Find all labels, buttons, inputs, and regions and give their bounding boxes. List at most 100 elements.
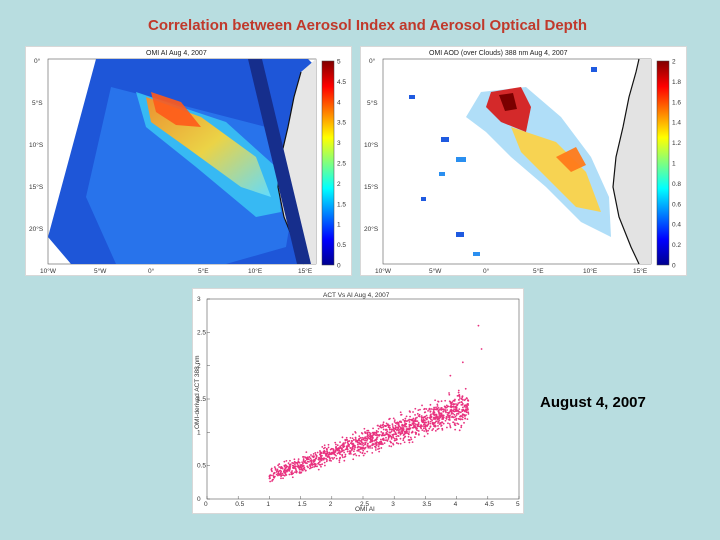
scatter-point — [327, 455, 330, 458]
scatter-point — [274, 469, 277, 471]
scatter-point — [439, 416, 442, 419]
scatter-point — [412, 417, 415, 420]
scatter-point — [358, 454, 361, 457]
scatter-point — [465, 411, 468, 414]
scatter-point — [398, 430, 400, 433]
scatter-point — [466, 403, 469, 406]
scatter-point — [408, 441, 411, 444]
scatter-point — [425, 429, 428, 432]
scatter-point — [362, 444, 365, 447]
scatter-point — [404, 431, 406, 434]
scatter-point — [346, 445, 348, 448]
scatter-point — [445, 411, 447, 414]
scatter-point — [393, 439, 396, 442]
scatter-point — [442, 415, 445, 417]
scatter-point — [363, 452, 366, 455]
scatter-point — [279, 473, 282, 476]
scatter-point — [341, 454, 344, 457]
scatter-point — [313, 462, 316, 465]
scatter-point — [452, 409, 455, 412]
scatter-point — [379, 424, 382, 427]
scatter-point — [310, 454, 312, 456]
scatter-point — [356, 441, 359, 444]
scatter-point — [358, 446, 361, 448]
scatter-point — [315, 456, 318, 458]
scatter-point — [290, 471, 293, 474]
scatter-point — [448, 392, 450, 394]
scatter-point — [358, 441, 360, 444]
scatter-point — [445, 417, 448, 420]
scatter-point — [390, 430, 393, 433]
scatter-point — [394, 428, 397, 431]
scatter-point — [278, 463, 281, 465]
scatter-point — [361, 436, 364, 439]
scatter-point — [457, 398, 460, 401]
scatter-point — [388, 428, 391, 430]
scatter-point — [367, 436, 370, 439]
scatter-point — [369, 439, 372, 442]
scatter-point — [421, 420, 424, 423]
scatter-point — [448, 423, 451, 425]
scatter-point — [464, 417, 466, 420]
scatter-point — [391, 433, 394, 436]
scatter-point — [367, 442, 369, 445]
scatter-point — [455, 403, 457, 405]
scatter-point — [415, 433, 417, 436]
scatter-point — [364, 439, 366, 442]
scatter-point — [274, 467, 277, 470]
scatter-point — [452, 399, 455, 402]
scatter-point — [298, 467, 301, 470]
colorbar-tick-label: 1.4 — [672, 120, 681, 127]
scatter-point — [414, 407, 417, 410]
scatter-point — [411, 426, 414, 429]
lat-label: 15°S — [364, 183, 379, 191]
scatter-point — [322, 458, 325, 461]
scatter-point — [427, 422, 430, 424]
scatter-point — [434, 399, 437, 402]
scatter-point — [338, 459, 341, 462]
scatter-point — [339, 451, 342, 454]
y-tick-label: 1 — [197, 429, 201, 436]
colorbar-tick-label: 2.5 — [337, 161, 346, 168]
scatter-point — [461, 414, 464, 416]
scatter-point — [455, 419, 458, 421]
scatter-point — [349, 446, 352, 449]
scatter-point — [417, 430, 420, 432]
lat-label: 10°S — [364, 141, 379, 149]
x-tick-label: 3 — [391, 501, 395, 508]
scatter-point — [408, 438, 411, 441]
scatter-point — [396, 423, 399, 425]
scatter-point — [350, 448, 353, 451]
scatter-point — [388, 417, 391, 420]
scatter-point — [344, 438, 347, 441]
scatter-point — [323, 461, 326, 464]
scatter-point — [382, 432, 385, 435]
scatter-point — [312, 461, 315, 463]
scatter-point — [289, 465, 292, 467]
scatter-point — [282, 474, 285, 477]
scatter-point — [430, 418, 432, 421]
scatter-point — [460, 426, 463, 429]
scatter-point — [425, 421, 427, 424]
lon-label: 10°W — [40, 267, 57, 275]
orbit-gap-strip — [248, 59, 311, 264]
scatter-point — [355, 454, 358, 457]
scatter-point — [404, 425, 406, 428]
scatter-point — [425, 417, 427, 420]
scatter-point — [351, 442, 354, 445]
scatter-point — [273, 466, 276, 468]
scatter-point — [448, 419, 451, 421]
scatter-point — [399, 433, 402, 436]
scatter-point — [293, 458, 296, 461]
scatter-point — [410, 438, 413, 441]
scatter-point — [382, 421, 385, 424]
scatter-point — [277, 464, 279, 467]
scatter-point — [306, 457, 309, 460]
scatter-point — [461, 409, 464, 412]
scatter-point — [285, 464, 288, 467]
scatter-point — [399, 426, 402, 429]
scatter-point — [388, 445, 391, 447]
scatter-point — [427, 429, 430, 432]
scatter-point — [424, 415, 427, 418]
scatter-point — [393, 419, 396, 422]
